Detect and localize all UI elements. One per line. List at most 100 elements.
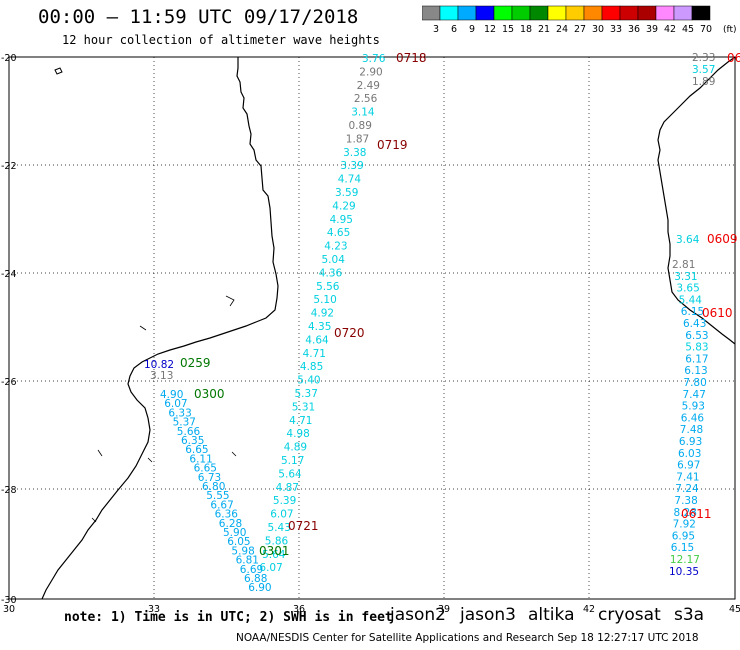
jason3-track-value-15: 6.36 [215, 509, 239, 521]
jason3-track-value-5: 5.37 [173, 417, 196, 429]
legend-label-45: 45 [682, 24, 694, 35]
jason3-track-value-19: 5.98 [231, 545, 254, 557]
cryosat-track-value-11: 4.29 [332, 200, 355, 212]
s3a-track-value-0: 2.33 [692, 52, 715, 64]
s3a-track-value-24: 7.38 [674, 495, 697, 507]
jason3-track-value-10: 6.65 [194, 463, 217, 475]
jason3-time-0259: 0259 [180, 356, 211, 370]
africa-coastline [41, 57, 279, 600]
s3a-track-value-15: 7.47 [683, 389, 706, 401]
s3a-time-0611: 0611 [681, 507, 712, 521]
jason3-track-value-22: 6.88 [244, 573, 267, 585]
cryosat-track-value-15: 5.04 [322, 254, 346, 266]
africa-island-a [54, 67, 63, 75]
jason3-time-0300: 0300 [194, 387, 225, 401]
s3a-track-value-19: 6.93 [679, 436, 702, 448]
s3a-time-0609: 0609 [707, 232, 738, 246]
cryosat-track-value-36: 5.86 [265, 535, 289, 547]
s3a-track-value-13: 6.13 [684, 365, 707, 377]
cryosat-track-value-20: 4.35 [308, 321, 331, 333]
legend-unit: (ft) [723, 25, 737, 35]
legend-label-3: 3 [433, 24, 439, 35]
cryosat-track-value-19: 4.92 [311, 308, 334, 320]
cryosat-track-value-26: 5.31 [292, 401, 315, 413]
jason3-track-value-20: 6.81 [236, 555, 259, 567]
s3a-track-value-30: 10.35 [669, 566, 699, 578]
jason3-track-value-6: 5.66 [177, 426, 201, 438]
jason3-track-value-18: 6.05 [227, 536, 250, 548]
cryosat-track-value-4: 3.14 [351, 107, 375, 119]
cryosat-track-value-5: 0.89 [349, 120, 372, 132]
cryosat-track-value-37: 5.64 [262, 549, 286, 561]
s3a-track-value-7: 5.44 [679, 294, 703, 306]
jason3-track-value-3: 6.07 [164, 398, 187, 410]
s3a-track-value-12: 6.17 [685, 353, 708, 365]
jason3-track-value-8: 6.65 [185, 444, 208, 456]
mission-s3a: s3a [674, 605, 705, 625]
jason3-track-value-14: 6.67 [210, 499, 233, 511]
s3a-track-value-8: 6.15 [681, 306, 704, 318]
legend-label-42: 42 [664, 24, 676, 35]
s3a-track-value-6: 3.65 [676, 283, 699, 295]
africa-inland-border [91, 295, 237, 523]
cryosat-track-value-3: 2.56 [354, 93, 378, 105]
footer-credit: NOAA/NESDIS Center for Satellite Applica… [236, 632, 699, 644]
cryosat-track-value-7: 3.38 [343, 147, 366, 159]
s3a-track-value-18: 7.48 [680, 424, 703, 436]
jason3-track-value-11: 6.73 [198, 472, 221, 484]
cryosat-track-value-1: 2.90 [359, 66, 382, 78]
s3a-track-value-4: 2.81 [672, 259, 695, 271]
cryosat-track-value-8: 3.39 [340, 160, 363, 172]
legend-label-18: 18 [520, 24, 532, 35]
legend-label-9: 9 [469, 24, 475, 35]
lat-tick--26: -26 [1, 377, 17, 388]
cryosat-track-value-9: 4.74 [338, 174, 362, 186]
color-legend: 3 6 9 12 15 18 21 24 27 30 33 36 39 42 45 70 (ft) [422, 5, 737, 35]
cryosat-track-value-22: 4.71 [303, 348, 326, 360]
cryosat-track-value-17: 5.56 [316, 281, 340, 293]
cryosat-track-value-30: 5.17 [281, 455, 304, 467]
s3a-track-value-27: 6.95 [672, 530, 695, 542]
legend-label-27: 27 [574, 24, 586, 35]
s3a-track-value-16: 5.93 [682, 401, 705, 413]
mission-jason3: jason3 [460, 605, 516, 625]
s3a-track-value-1: 3.57 [692, 64, 715, 76]
cryosat-track-value-18: 5.10 [313, 294, 336, 306]
mission-cryosat: cryosat [598, 605, 661, 625]
jason3-track-value-17: 5.90 [223, 527, 246, 539]
s3a-track-value-20: 6.03 [678, 448, 701, 460]
track-value-labels: 3.762.90 2.492.56 3.140.891.87 3.383.39 4.74… [144, 51, 740, 594]
cryosat-track-value-25: 5.37 [295, 388, 318, 400]
s3a-track-value-14: 7.80 [683, 377, 706, 389]
axis-ticks: 30 33 36 39 42 45 -20 -22 -24 -26 -28 -30 [1, 53, 740, 615]
lat-lon-grid [9, 57, 735, 599]
s3a-track-value-10: 6.53 [685, 330, 708, 342]
jason3-track-value-23: 6.90 [248, 582, 271, 594]
jason3-track-value-9: 6.11 [189, 453, 212, 465]
lon-tick-33: 33 [148, 604, 160, 615]
jason3-track-value-7: 6.35 [181, 435, 204, 447]
lat-tick--22: -22 [1, 161, 17, 172]
footer-note: note: 1) Time is in UTC; 2) SWH is in fe… [64, 610, 393, 625]
cryosat-track-value-38: 6.07 [259, 562, 282, 574]
cryosat-track-value-21: 4.64 [305, 334, 329, 346]
s3a-track-value-21: 6.97 [677, 460, 700, 472]
mission-jason2: jason2 [390, 605, 446, 625]
legend-label-36: 36 [628, 24, 640, 35]
legend-label-33: 33 [610, 24, 622, 35]
jason3-time-0301: 0301 [259, 544, 290, 558]
cryosat-time-0721: 0721 [288, 519, 319, 533]
jason3-track-value-12: 6.80 [202, 481, 225, 493]
cryosat-track-value-23: 4.85 [300, 361, 323, 373]
cryosat-track-value-27: 4.71 [289, 415, 312, 427]
map-subtitle: 12 hour collection of altimeter wave hei… [62, 33, 380, 47]
madagascar-coastline [657, 56, 736, 345]
cryosat-track-value-31: 5.64 [278, 468, 302, 480]
jason3-track-value-13: 5.55 [206, 490, 229, 502]
s3a-track-value-22: 7.41 [676, 471, 699, 483]
cryosat-track-value-2: 2.49 [357, 80, 380, 92]
jason3-track-value-0: 10.82 [144, 359, 174, 371]
mission-altika: altika [528, 605, 575, 625]
s3a-track-value-11: 5.83 [685, 342, 708, 354]
lat-tick--20: -20 [1, 53, 17, 64]
